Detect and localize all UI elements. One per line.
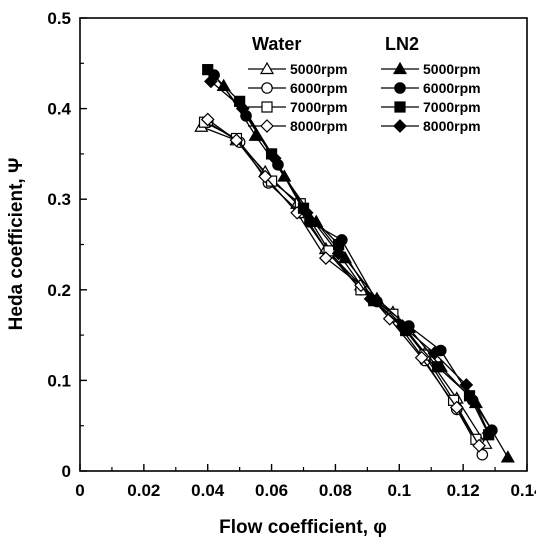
data-point [427, 346, 442, 361]
x-tick-label-0: 0 [75, 481, 84, 500]
series-line-2 [204, 121, 477, 440]
series-line-7 [210, 80, 490, 434]
x-tick-label-7: 0.14 [510, 481, 536, 500]
x-tick-label-1: 0.02 [127, 481, 160, 500]
data-point [202, 64, 214, 76]
legend-label-ln2-5000rpm: 5000rpm [423, 61, 481, 77]
data-point [472, 438, 486, 453]
data-point [476, 448, 489, 461]
y-tick-label-1: 0.1 [47, 371, 71, 390]
legend-label-ln2-6000rpm: 6000rpm [423, 80, 481, 96]
data-point [449, 400, 464, 415]
y-tick-label-0: 0 [62, 462, 71, 481]
data-point [267, 151, 282, 166]
legend-label-water-7000rpm: 7000rpm [290, 99, 348, 115]
series-ln2-8000rpm [204, 74, 496, 440]
data-point [432, 361, 444, 373]
legend-label-water-5000rpm: 5000rpm [290, 61, 348, 77]
ticks-layer: 0 0.02 0.04 0.06 0.08 0.1 0.12 0.14 0 0.1 0.2 0.3 0.… [47, 9, 536, 500]
series-line-4 [223, 85, 509, 458]
series-water-6000rpm [201, 116, 489, 461]
data-point [258, 169, 273, 184]
series-layer [194, 64, 515, 463]
data-point [459, 378, 474, 392]
y-tick-label-3: 0.3 [47, 190, 71, 209]
legend-label-water-6000rpm: 6000rpm [290, 80, 348, 96]
y-axis-title: Heda coefficient, Ψ [6, 158, 27, 331]
x-tick-label-6: 0.12 [447, 481, 480, 500]
series-water-8000rpm [200, 112, 486, 453]
legend-marker [261, 101, 273, 113]
legend-title-ln2: LN2 [385, 34, 419, 54]
data-point [500, 450, 515, 463]
legend-title-water: Water [252, 34, 301, 54]
legend-marker [259, 61, 275, 75]
data-point [319, 251, 333, 265]
series-line-3 [207, 118, 480, 446]
series-water-5000rpm [194, 119, 493, 449]
x-tick-label-3: 0.06 [255, 481, 288, 500]
legend-marker [393, 119, 407, 133]
legend-marker [394, 82, 406, 94]
data-point [200, 112, 215, 127]
legend-marker [260, 119, 274, 133]
x-axis-title: Flow coefficient, φ [219, 517, 387, 538]
data-point [481, 426, 496, 440]
legend-marker [392, 61, 408, 75]
data-point [204, 74, 218, 89]
legend-label-water-8000rpm: 8000rpm [290, 118, 348, 134]
series-water-7000rpm [198, 116, 482, 445]
legend: Water5000rpm6000rpm7000rpm8000rpmLN25000… [248, 34, 481, 134]
legend-label-ln2-7000rpm: 7000rpm [423, 99, 481, 115]
y-tick-label-5: 0.5 [47, 9, 71, 28]
series-line-1 [207, 121, 483, 456]
data-point [299, 205, 314, 220]
legend-label-ln2-8000rpm: 8000rpm [423, 118, 481, 134]
legend-marker [261, 82, 273, 94]
y-tick-label-2: 0.2 [47, 281, 71, 300]
legend-marker [394, 101, 406, 113]
data-point [363, 292, 378, 306]
series-line-0 [201, 126, 487, 445]
data-point [229, 133, 244, 148]
x-tick-label-4: 0.08 [319, 481, 352, 500]
data-point [382, 311, 397, 326]
x-tick-label-5: 0.1 [387, 481, 411, 500]
data-point [395, 319, 410, 333]
data-point [414, 350, 429, 365]
data-point [235, 101, 250, 116]
data-point [331, 246, 346, 261]
y-tick-label-4: 0.4 [47, 100, 71, 119]
x-tick-label-2: 0.04 [191, 481, 225, 500]
